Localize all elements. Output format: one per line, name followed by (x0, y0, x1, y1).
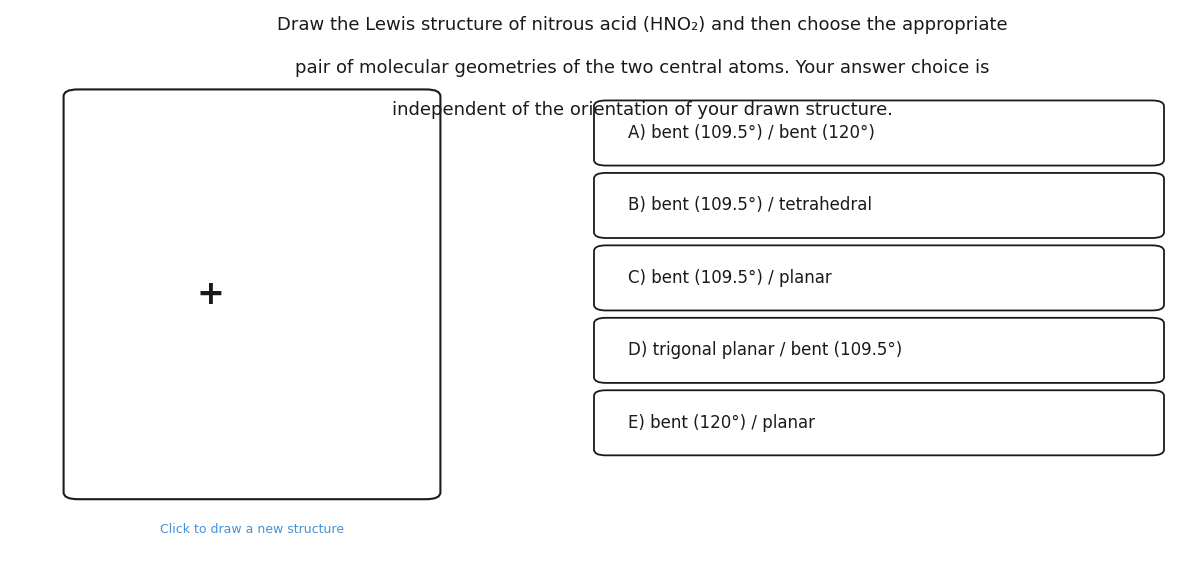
Text: B) bent (109.5°) / tetrahedral: B) bent (109.5°) / tetrahedral (628, 196, 871, 215)
Text: C) bent (109.5°) / planar: C) bent (109.5°) / planar (628, 269, 832, 287)
FancyBboxPatch shape (64, 89, 440, 499)
FancyBboxPatch shape (594, 246, 1164, 310)
FancyBboxPatch shape (594, 101, 1164, 165)
Text: +: + (196, 278, 224, 311)
FancyBboxPatch shape (594, 391, 1164, 455)
Text: independent of the orientation of your drawn structure.: independent of the orientation of your d… (391, 101, 893, 119)
Text: pair of molecular geometries of the two central atoms. Your answer choice is: pair of molecular geometries of the two … (295, 59, 989, 77)
Text: E) bent (120°) / planar: E) bent (120°) / planar (628, 414, 815, 432)
Text: Click to draw a new structure: Click to draw a new structure (160, 523, 344, 535)
Text: Draw the Lewis structure of nitrous acid (HNO₂) and then choose the appropriate: Draw the Lewis structure of nitrous acid… (277, 16, 1007, 35)
FancyBboxPatch shape (594, 318, 1164, 383)
Text: D) trigonal planar / bent (109.5°): D) trigonal planar / bent (109.5°) (628, 341, 902, 359)
FancyBboxPatch shape (594, 173, 1164, 238)
Text: A) bent (109.5°) / bent (120°): A) bent (109.5°) / bent (120°) (628, 124, 875, 142)
